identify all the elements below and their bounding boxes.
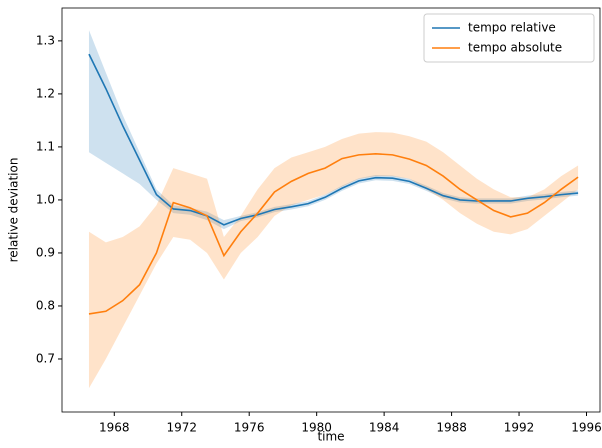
x-axis-label: time bbox=[317, 430, 344, 444]
x-tick-label: 1980 bbox=[301, 421, 332, 435]
confidence-band bbox=[88, 132, 579, 389]
x-tick-label: 1988 bbox=[436, 421, 467, 435]
line bbox=[88, 53, 579, 226]
x-tick-label: 1996 bbox=[571, 421, 602, 435]
x-tick-label: 1992 bbox=[504, 421, 535, 435]
legend-label: tempo relative bbox=[468, 21, 556, 35]
line bbox=[88, 152, 579, 315]
x-tick-label: 1976 bbox=[234, 421, 265, 435]
y-tick-label: 0.8 bbox=[36, 298, 55, 312]
legend-box bbox=[423, 13, 595, 63]
x-tick-label: 1984 bbox=[369, 421, 400, 435]
y-tick-label: 1.0 bbox=[36, 192, 55, 206]
legend-label: tempo absolute bbox=[468, 41, 562, 55]
x-tick-label: 1968 bbox=[99, 421, 130, 435]
x-tick-label: 1972 bbox=[166, 421, 197, 435]
y-axis-label: relative deviation bbox=[7, 158, 21, 263]
y-tick-label: 0.9 bbox=[36, 245, 55, 259]
y-tick-label: 0.7 bbox=[36, 351, 55, 365]
y-tick-label: 1.2 bbox=[36, 86, 55, 100]
y-tick-label: 1.1 bbox=[36, 139, 55, 153]
plot-frame bbox=[61, 7, 601, 413]
y-tick-label: 1.3 bbox=[36, 33, 55, 47]
